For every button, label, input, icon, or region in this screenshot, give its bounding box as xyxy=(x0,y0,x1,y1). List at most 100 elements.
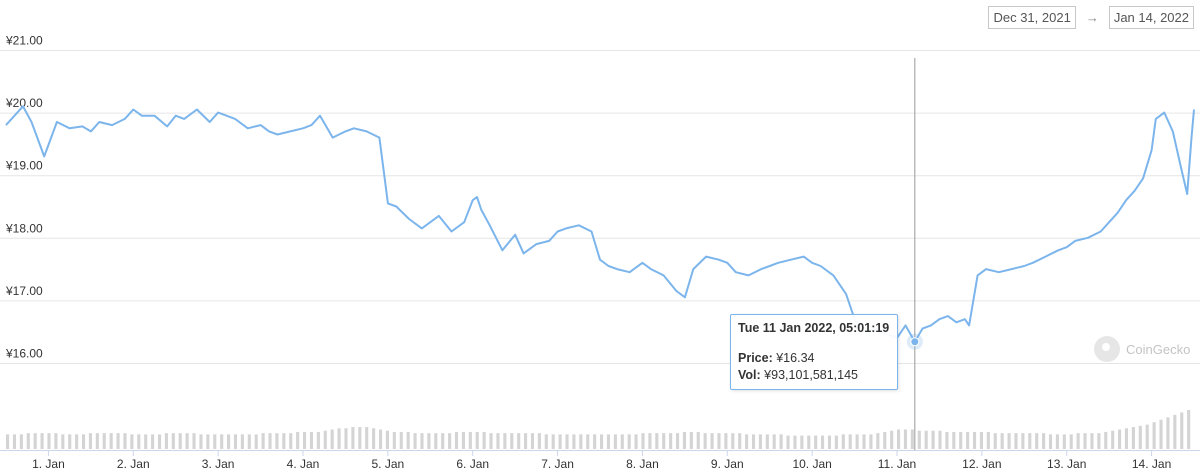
volume-bar xyxy=(1021,433,1025,449)
volume-bar xyxy=(1187,410,1191,449)
x-tick-label: 4. Jan xyxy=(287,457,320,471)
volume-bar xyxy=(427,433,431,449)
volume-bar xyxy=(848,434,852,450)
y-tick-label: ¥17.00 xyxy=(5,284,43,298)
volume-bar xyxy=(1076,433,1080,449)
volume-bar xyxy=(1173,414,1177,450)
tooltip-vol-row: Vol: ¥93,101,581,145 xyxy=(738,368,858,382)
volume-bar xyxy=(406,431,410,449)
volume-bar xyxy=(316,431,320,449)
tooltip-vol-value: ¥93,101,581,145 xyxy=(764,368,859,382)
volume-bar xyxy=(413,433,417,449)
volume-bar xyxy=(876,433,880,449)
volume-bar xyxy=(1035,433,1039,449)
volume-bar xyxy=(441,433,445,449)
volume-bar xyxy=(503,433,507,449)
volume-bar xyxy=(33,433,37,449)
volume-bar xyxy=(731,433,735,449)
volume-bar xyxy=(544,434,548,450)
volume-bar xyxy=(600,434,604,450)
volume-bar xyxy=(95,433,99,449)
volume-bars xyxy=(6,410,1191,450)
volume-bar xyxy=(924,430,928,449)
volume-bar xyxy=(1062,434,1066,450)
tooltip-price-label: Price: xyxy=(738,351,773,365)
volume-bar xyxy=(137,434,141,450)
volume-bar xyxy=(800,435,804,449)
volume-bar xyxy=(213,434,217,450)
volume-bar xyxy=(496,433,500,449)
volume-bar xyxy=(392,431,396,449)
volume-bar xyxy=(1138,425,1142,449)
volume-bar xyxy=(1118,429,1122,449)
volume-bar xyxy=(434,433,438,449)
volume-bar xyxy=(620,434,624,450)
volume-bar xyxy=(814,435,818,449)
start-date-input[interactable]: Dec 31, 2021 xyxy=(988,6,1076,29)
volume-bar xyxy=(530,433,535,449)
volume-bar xyxy=(47,433,51,449)
tooltip-vol-label: Vol: xyxy=(738,368,761,382)
volume-bar xyxy=(303,431,307,449)
volume-bar xyxy=(144,434,148,450)
volume-bar xyxy=(220,434,224,450)
volume-bar xyxy=(1090,433,1094,449)
volume-bar xyxy=(793,435,797,449)
y-tick-label: ¥20.00 xyxy=(5,96,43,110)
volume-bar xyxy=(123,433,127,449)
volume-bar xyxy=(1166,417,1170,449)
volume-bar xyxy=(454,431,459,449)
volume-bar xyxy=(448,433,452,449)
volume-bar xyxy=(537,433,541,449)
x-tick-label: 1. Jan xyxy=(32,457,65,471)
volume-bar xyxy=(240,434,244,450)
volume-bar xyxy=(275,433,279,449)
volume-bar xyxy=(855,434,859,450)
volume-bar xyxy=(966,431,970,449)
price-series-line xyxy=(5,105,1195,343)
volume-bar xyxy=(751,434,756,450)
tooltip-title: Tue 11 Jan 2022, 05:01:19 xyxy=(738,321,890,335)
volume-bar xyxy=(309,431,314,449)
volume-bar xyxy=(1124,428,1129,449)
volume-bar xyxy=(821,435,825,449)
volume-bar xyxy=(40,433,44,449)
volume-bar xyxy=(330,429,334,449)
y-tick-label: ¥19.00 xyxy=(5,159,43,173)
volume-bar xyxy=(26,433,30,449)
volume-bar xyxy=(945,431,949,449)
x-tick-label: 14. Jan xyxy=(1132,457,1171,471)
volume-bar xyxy=(586,434,590,450)
volume-bar xyxy=(1014,433,1018,449)
volume-bar xyxy=(1028,433,1032,449)
gridlines xyxy=(0,50,1200,364)
volume-bar xyxy=(883,431,887,449)
x-tick-label: 10. Jan xyxy=(792,457,831,471)
volume-bar xyxy=(689,431,693,449)
volume-bar xyxy=(475,431,479,449)
volume-bar xyxy=(199,434,203,450)
volume-bar xyxy=(510,433,514,449)
volume-bar xyxy=(372,428,376,449)
volume-bar xyxy=(593,434,597,450)
end-date-input[interactable]: Jan 14, 2022 xyxy=(1108,6,1194,29)
volume-bar xyxy=(890,430,894,449)
volume-bar xyxy=(344,428,348,449)
volume-bar xyxy=(351,427,355,449)
volume-bar xyxy=(862,434,866,450)
volume-bar xyxy=(164,433,168,449)
volume-bar xyxy=(710,433,714,449)
volume-bar xyxy=(337,428,341,449)
volume-bar xyxy=(289,433,293,449)
volume-bar xyxy=(378,429,383,449)
y-tick-label: ¥18.00 xyxy=(5,221,43,235)
volume-bar xyxy=(641,433,645,449)
volume-bar xyxy=(54,433,58,449)
volume-bar xyxy=(675,433,680,449)
volume-bar xyxy=(1055,434,1059,450)
volume-bar xyxy=(268,433,272,449)
volume-bar xyxy=(261,433,265,449)
volume-bar xyxy=(1048,434,1053,450)
volume-bar xyxy=(323,430,327,449)
